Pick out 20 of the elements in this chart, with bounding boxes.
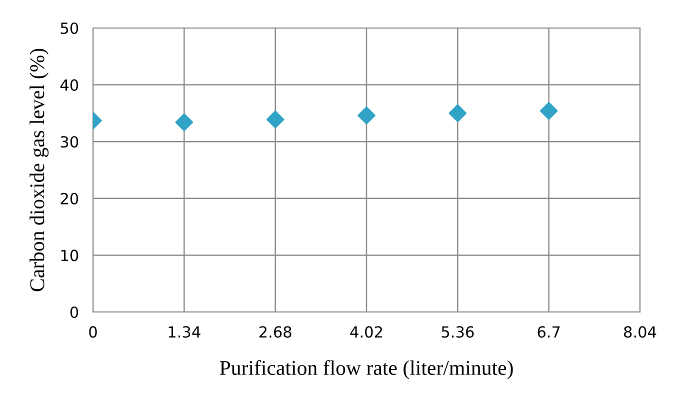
- y-tick-label: 30: [60, 136, 78, 148]
- x-tick-label: 6.7: [538, 326, 560, 338]
- y-tick-label: 40: [60, 79, 78, 91]
- point: [448, 104, 467, 122]
- x-axis-title: Purification flow rate (liter/minute): [220, 360, 513, 380]
- x-tick-label: 5.36: [442, 326, 474, 338]
- point: [175, 113, 194, 132]
- point: [540, 102, 558, 120]
- x-tick-label: 1.34: [168, 326, 200, 338]
- x-tick-label: 8.04: [624, 326, 656, 338]
- y-tick-label: 50: [60, 22, 78, 34]
- x-tick-label: 2.68: [259, 326, 292, 338]
- y-tick-label: 20: [60, 192, 78, 204]
- y-axis-title: Carbon dioxide gas level (%): [30, 48, 49, 292]
- x-tick-label: 4.02: [350, 326, 382, 338]
- point: [358, 106, 376, 124]
- y-tick-label: 0: [70, 306, 78, 318]
- x-tick-label: 0: [89, 326, 97, 338]
- y-tick-label: 10: [61, 250, 78, 262]
- point: [266, 110, 284, 128]
